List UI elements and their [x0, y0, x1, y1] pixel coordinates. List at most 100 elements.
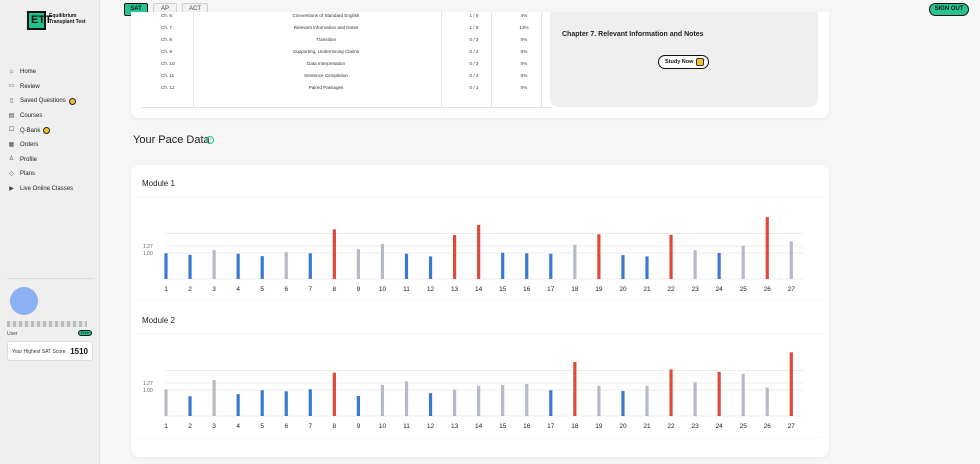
bar-q18[interactable]: [573, 244, 577, 279]
table-divider: [441, 12, 442, 108]
bar-q27[interactable]: [789, 352, 793, 416]
bar-q11[interactable]: [404, 381, 409, 416]
chapter-progress-card: Ch. 6 Conventions of Standard English 1 / …: [131, 12, 829, 118]
bar-q17[interactable]: [549, 390, 553, 416]
book-icon: [696, 58, 704, 66]
x-tick-label: 13: [451, 286, 459, 293]
table-row: Ch. 8 Transition 0 / 3 0%: [141, 34, 551, 46]
chapter-percent: 0%: [520, 49, 528, 54]
x-tick-label: 14: [475, 286, 483, 293]
chapter-score: 0 / 2: [469, 49, 479, 54]
sidebar-item-label: Saved Questions: [20, 98, 66, 105]
sidebar-item-home[interactable]: ⌂ Home: [8, 65, 76, 80]
chapter-percent: 4%: [520, 13, 528, 18]
bar-q12[interactable]: [428, 256, 433, 279]
bar-q5[interactable]: [260, 390, 264, 416]
bar-q15[interactable]: [501, 385, 505, 416]
bar-q8[interactable]: [332, 229, 336, 279]
bar-q16[interactable]: [525, 253, 529, 279]
bar-q20[interactable]: [621, 391, 625, 416]
sidebar-item-profile[interactable]: ♙ Profile: [8, 153, 76, 168]
x-tick-label: 15: [499, 286, 507, 293]
bar-q24[interactable]: [717, 371, 721, 416]
bar-q19[interactable]: [597, 385, 601, 416]
chapter-number: Ch. 12: [161, 85, 175, 90]
qbank-icon: ☐: [8, 127, 15, 134]
bar-q6[interactable]: [284, 391, 288, 416]
bar-q14[interactable]: [477, 224, 481, 279]
bar-q3[interactable]: [212, 380, 216, 416]
bar-q2[interactable]: [188, 396, 192, 416]
bar-q23[interactable]: [693, 382, 697, 416]
chapter-score: 0 / 1: [469, 85, 479, 90]
premium-badge-icon: [68, 97, 76, 105]
module-1-chart: 1.271.001 2 3 4 5 6 7 8 9 10 11 12 13 14 15 16 17 18 19 20 2…: [136, 196, 823, 301]
bar-q1[interactable]: [164, 253, 168, 279]
x-tick-label: 3: [212, 286, 216, 293]
bar-q18[interactable]: [573, 361, 577, 416]
bar-q11[interactable]: [404, 253, 409, 279]
x-tick-label: 27: [788, 286, 796, 293]
bar-q14[interactable]: [477, 385, 481, 416]
bar-q16[interactable]: [525, 384, 529, 416]
bar-q21[interactable]: [645, 385, 649, 416]
bar-q10[interactable]: [380, 243, 385, 279]
bar-q4[interactable]: [236, 394, 240, 416]
bar-q26[interactable]: [765, 217, 769, 279]
bar-q22[interactable]: [669, 234, 673, 279]
chapter-topic: Data Interpretation: [306, 61, 346, 66]
bar-q21[interactable]: [645, 256, 649, 279]
bar-q23[interactable]: [693, 250, 697, 279]
bar-q25[interactable]: [741, 373, 745, 416]
chapter-score: 1 / 5: [469, 13, 479, 18]
bar-q9[interactable]: [356, 249, 360, 279]
table-row: Ch. 6 Conventions of Standard English 1 / …: [141, 10, 551, 22]
info-icon[interactable]: i: [206, 136, 214, 144]
sidebar-item-orders[interactable]: ▦ Orders: [8, 138, 76, 153]
avatar[interactable]: [10, 287, 38, 315]
study-now-button[interactable]: Study Now: [658, 55, 709, 69]
bar-q26[interactable]: [765, 387, 769, 416]
bar-q8[interactable]: [332, 372, 336, 416]
bar-q25[interactable]: [741, 245, 745, 279]
sidebar-item-plans[interactable]: ◇ Plans: [8, 167, 76, 182]
bar-q9[interactable]: [356, 395, 360, 416]
bar-q12[interactable]: [428, 393, 433, 416]
bar-q19[interactable]: [597, 234, 601, 279]
x-tick-label: 19: [595, 286, 603, 293]
sidebar-item-saved-questions[interactable]: ▯ Saved Questions: [8, 94, 76, 109]
sidebar-item-live-online-classes[interactable]: ▶ Live Online Classes: [8, 182, 76, 197]
bar-q2[interactable]: [188, 254, 192, 279]
bar-q24[interactable]: [717, 253, 721, 279]
y-tick-label: 1.27: [143, 244, 153, 250]
bar-q1[interactable]: [164, 389, 168, 416]
chapter-number: Ch. 7: [161, 25, 172, 30]
bar-q17[interactable]: [549, 253, 553, 279]
bar-q7[interactable]: [308, 389, 312, 416]
x-tick-label: 5: [260, 423, 264, 430]
bar-q22[interactable]: [669, 369, 673, 416]
sidebar-item-courses[interactable]: ▤ Courses: [8, 109, 76, 124]
sidebar-item-q-bank[interactable]: ☐ Q-Bank: [8, 123, 76, 138]
bar-q13[interactable]: [453, 235, 457, 279]
logo[interactable]: ETT Equilibrium Transplant Test: [27, 11, 87, 35]
bar-q4[interactable]: [236, 253, 240, 279]
bar-q3[interactable]: [212, 249, 216, 279]
x-tick-label: 10: [379, 286, 387, 293]
bar-q13[interactable]: [453, 389, 457, 416]
sidebar-item-review[interactable]: ▭ Review: [8, 80, 76, 95]
bar-q20[interactable]: [621, 255, 625, 279]
bar-q7[interactable]: [308, 253, 312, 279]
score-value: 1510: [70, 347, 88, 356]
bar-q10[interactable]: [380, 384, 385, 416]
x-tick-label: 22: [667, 423, 675, 430]
bar-q5[interactable]: [260, 256, 264, 279]
sign-out-button[interactable]: SIGN OUT: [929, 3, 969, 16]
x-tick-label: 8: [333, 423, 337, 430]
recommended-chapter-title: Chapter 7. Relevant Information and Note…: [562, 31, 704, 38]
x-tick-label: 8: [333, 286, 337, 293]
bar-q6[interactable]: [284, 252, 288, 279]
bar-q27[interactable]: [789, 241, 793, 279]
x-tick-label: 4: [236, 423, 240, 430]
bar-q15[interactable]: [501, 252, 505, 279]
